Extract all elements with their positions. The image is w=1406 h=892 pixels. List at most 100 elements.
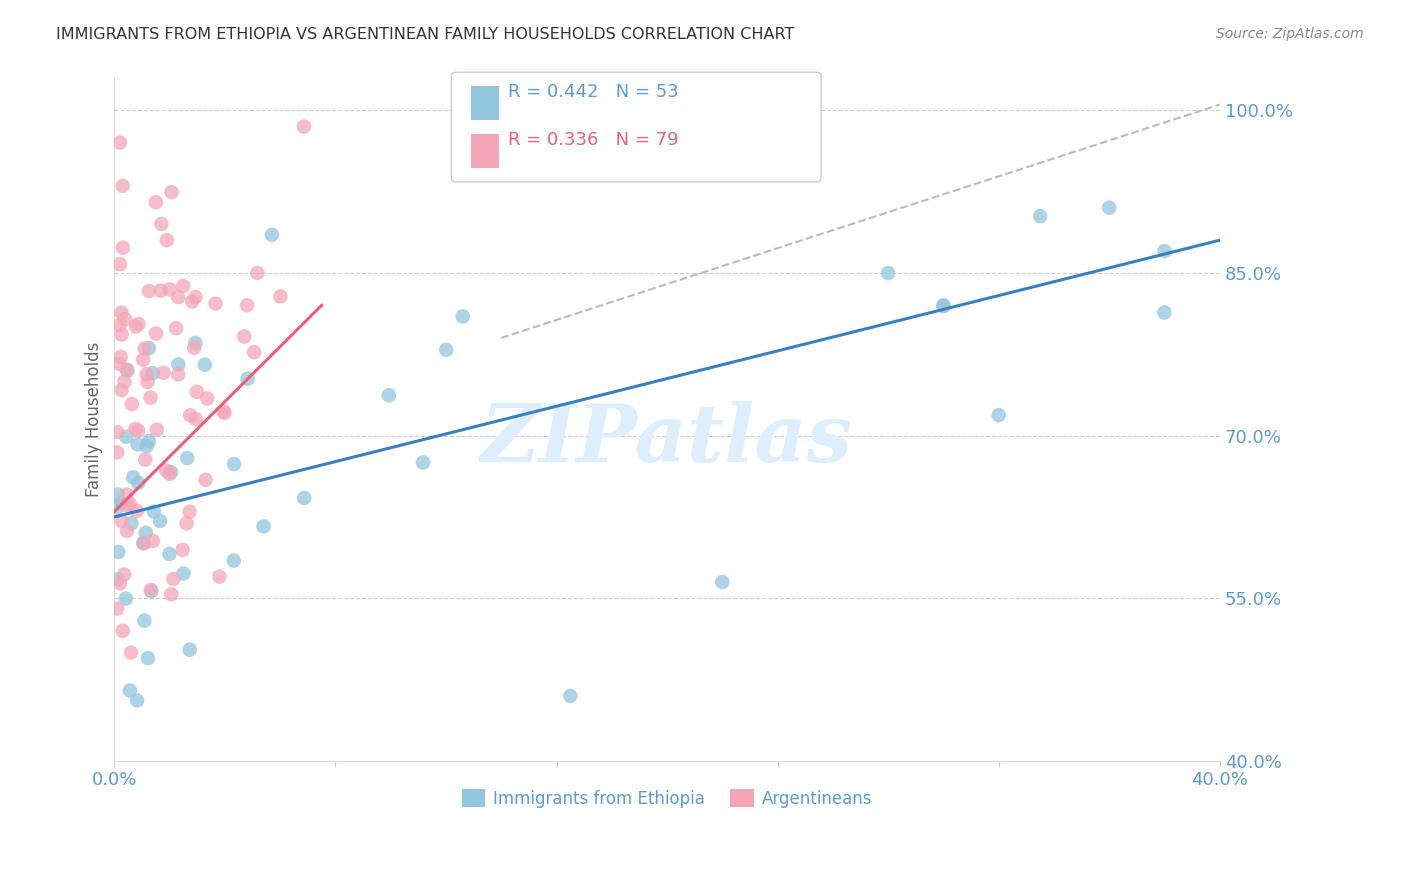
Legend: Immigrants from Ethiopia, Argentineans: Immigrants from Ethiopia, Argentineans	[456, 783, 879, 814]
Point	[107, 545, 129, 559]
Point	[150, 217, 173, 231]
Point	[136, 651, 159, 665]
Point	[246, 266, 269, 280]
Point	[115, 487, 138, 501]
Point	[115, 524, 138, 538]
Point	[179, 505, 201, 519]
Point	[1029, 209, 1052, 223]
Point	[252, 519, 274, 533]
Point	[560, 689, 582, 703]
Point	[1153, 305, 1175, 319]
Point	[176, 516, 198, 531]
Point	[160, 587, 183, 601]
Point	[156, 233, 179, 247]
Point	[184, 412, 207, 426]
Text: R = 0.442   N = 53: R = 0.442 N = 53	[508, 83, 678, 101]
Point	[118, 683, 141, 698]
Point	[115, 499, 138, 513]
Point	[1153, 244, 1175, 258]
Point	[117, 364, 139, 378]
Point	[172, 543, 194, 558]
Point	[138, 341, 160, 355]
Point	[932, 299, 955, 313]
Point	[711, 574, 734, 589]
Point	[139, 391, 162, 405]
Point	[243, 345, 266, 359]
Point	[134, 452, 156, 467]
Point	[110, 383, 132, 397]
Point	[987, 408, 1010, 422]
Point	[108, 576, 131, 591]
Point	[132, 536, 155, 550]
Point	[155, 464, 177, 478]
Point	[142, 366, 165, 380]
Y-axis label: Family Households: Family Households	[86, 342, 103, 497]
Point	[149, 514, 172, 528]
Point	[179, 409, 201, 423]
Point	[141, 584, 163, 599]
Point	[172, 566, 194, 581]
Point	[135, 525, 157, 540]
Point	[157, 547, 180, 561]
Point	[932, 298, 955, 312]
Point	[160, 465, 183, 479]
Point	[107, 487, 129, 501]
Point	[159, 282, 181, 296]
Point	[124, 422, 146, 436]
Point	[142, 534, 165, 549]
Text: Source: ZipAtlas.com: Source: ZipAtlas.com	[1216, 27, 1364, 41]
Point	[260, 227, 283, 242]
Point	[108, 257, 131, 271]
Point	[105, 601, 128, 615]
Point	[134, 614, 156, 628]
Point	[114, 312, 136, 326]
Point	[236, 298, 259, 312]
Point	[111, 241, 134, 255]
Point	[107, 572, 129, 586]
Point	[134, 342, 156, 356]
Point	[125, 504, 148, 518]
Point	[125, 693, 148, 707]
Point	[149, 284, 172, 298]
Point	[110, 350, 132, 364]
Point	[121, 397, 143, 411]
Point	[127, 317, 149, 331]
Point	[136, 375, 159, 389]
Text: ZIPatlas: ZIPatlas	[481, 401, 853, 478]
Point	[127, 424, 149, 438]
Point	[212, 404, 235, 418]
Point	[118, 497, 141, 511]
Point	[179, 642, 201, 657]
Point	[194, 358, 217, 372]
Point	[183, 341, 205, 355]
Point	[167, 368, 190, 382]
Point	[186, 384, 208, 399]
Point	[132, 352, 155, 367]
Point	[145, 326, 167, 341]
Point	[1098, 201, 1121, 215]
Point	[139, 582, 162, 597]
Point	[160, 185, 183, 199]
Point	[111, 178, 134, 193]
Point	[233, 329, 256, 343]
Point	[105, 425, 128, 439]
Point	[110, 305, 132, 319]
Point	[110, 495, 132, 509]
Point	[138, 284, 160, 298]
Point	[127, 437, 149, 451]
Point	[167, 358, 190, 372]
Point	[108, 136, 131, 150]
Point	[110, 327, 132, 342]
Point	[877, 266, 900, 280]
Point	[378, 388, 401, 402]
Point	[112, 567, 135, 582]
Point	[125, 319, 148, 334]
Point	[167, 290, 190, 304]
Point	[181, 294, 204, 309]
Point	[222, 554, 245, 568]
Point	[194, 473, 217, 487]
Point	[222, 457, 245, 471]
Point	[114, 591, 136, 606]
Text: R = 0.336   N = 79: R = 0.336 N = 79	[508, 131, 678, 149]
Point	[159, 467, 181, 481]
